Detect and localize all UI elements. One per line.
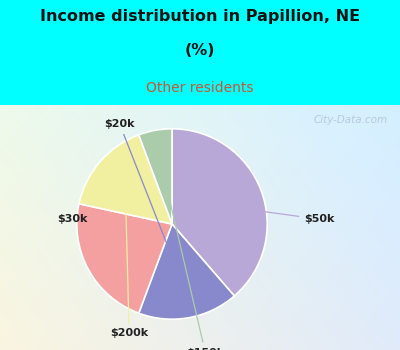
Text: Income distribution in Papillion, NE: Income distribution in Papillion, NE — [40, 9, 360, 24]
Wedge shape — [172, 129, 267, 296]
Wedge shape — [79, 135, 172, 224]
Text: $30k: $30k — [57, 214, 124, 248]
Wedge shape — [77, 204, 172, 313]
Text: $20k: $20k — [104, 119, 182, 282]
Text: $50k: $50k — [224, 206, 335, 224]
Text: $200k: $200k — [110, 186, 148, 338]
Text: $150k: $150k — [162, 166, 224, 350]
Wedge shape — [139, 129, 172, 224]
Text: (%): (%) — [185, 43, 215, 57]
Text: City-Data.com: City-Data.com — [314, 115, 388, 125]
Text: Other residents: Other residents — [146, 80, 254, 94]
Wedge shape — [139, 224, 234, 319]
